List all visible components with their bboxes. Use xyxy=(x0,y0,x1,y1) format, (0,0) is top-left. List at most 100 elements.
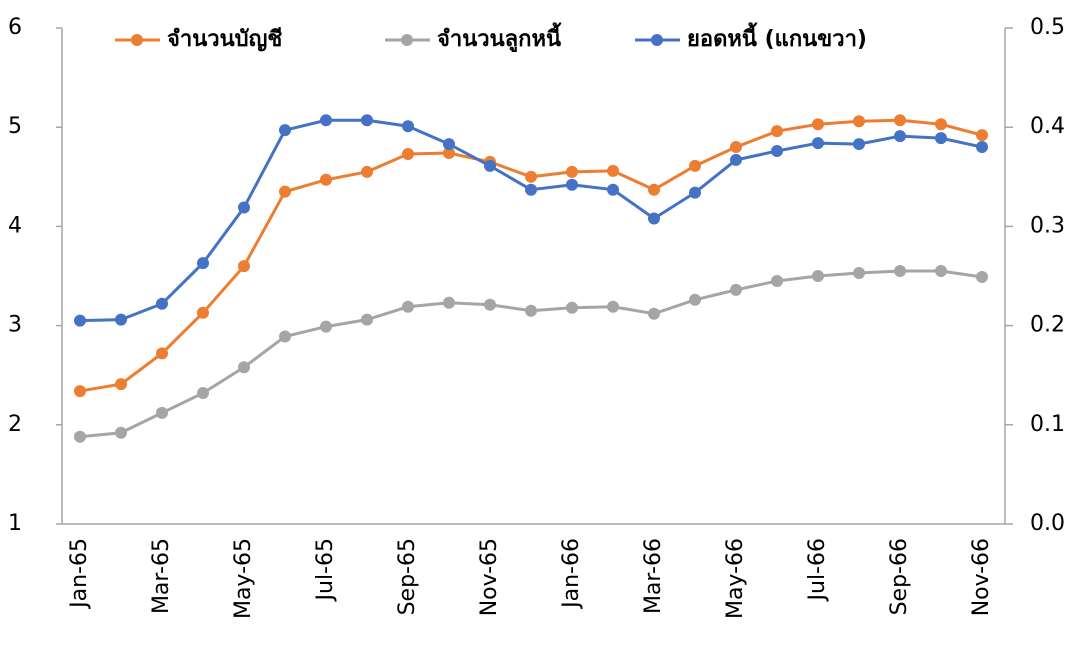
x-tick-label: Sep-65 xyxy=(395,538,420,615)
y-tick-label: 5 xyxy=(8,114,22,139)
y2-tick-label: 0.2 xyxy=(1030,313,1065,338)
x-tick-label: Mar-65 xyxy=(149,538,174,614)
point xyxy=(238,201,250,214)
point xyxy=(607,183,619,196)
point xyxy=(361,165,373,178)
series-line xyxy=(79,118,983,323)
point xyxy=(279,330,291,343)
point xyxy=(935,265,947,278)
point xyxy=(156,406,168,419)
legend-label: จำนวนบัญชี xyxy=(167,27,282,52)
point xyxy=(74,314,86,327)
point xyxy=(894,265,906,278)
point xyxy=(812,137,824,150)
point xyxy=(525,170,537,183)
x-tick-label: Nov-65 xyxy=(477,538,502,616)
point xyxy=(156,297,168,310)
y2-tick-label: 0.4 xyxy=(1030,114,1065,139)
point xyxy=(484,298,496,311)
point xyxy=(279,185,291,198)
point xyxy=(484,159,496,172)
point xyxy=(771,274,783,287)
point xyxy=(730,141,742,154)
point xyxy=(607,300,619,313)
x-tick-label: Jul-65 xyxy=(313,538,338,602)
point xyxy=(320,320,332,333)
point xyxy=(320,114,332,127)
y-tick-label: 1 xyxy=(8,511,22,536)
point xyxy=(976,141,988,154)
point xyxy=(648,307,660,320)
point xyxy=(976,270,988,283)
point xyxy=(935,132,947,145)
point xyxy=(443,296,455,309)
x-tick-label: Jan-65 xyxy=(67,538,92,610)
point xyxy=(771,125,783,138)
legend-marker xyxy=(651,34,663,46)
point xyxy=(402,120,414,133)
series-line xyxy=(79,118,983,393)
y2-tick-label: 0.0 xyxy=(1030,511,1065,536)
point xyxy=(607,164,619,177)
point xyxy=(443,146,455,159)
point xyxy=(197,387,209,400)
point xyxy=(525,183,537,196)
point xyxy=(689,293,701,306)
point xyxy=(853,115,865,128)
y-tick-label: 4 xyxy=(8,213,22,238)
point xyxy=(689,159,701,172)
legend-marker xyxy=(131,34,143,46)
point xyxy=(853,267,865,280)
point xyxy=(689,186,701,199)
point xyxy=(115,313,127,326)
point xyxy=(361,114,373,127)
x-tick-label: Jul-66 xyxy=(805,538,830,602)
point xyxy=(771,145,783,158)
point xyxy=(648,183,660,196)
y-tick-label: 3 xyxy=(8,313,22,338)
x-tick-label: May-66 xyxy=(723,538,748,619)
y-tick-label: 2 xyxy=(8,412,22,437)
point xyxy=(115,378,127,391)
point xyxy=(115,426,127,439)
x-tick-label: Sep-66 xyxy=(887,538,912,615)
y-tick-label: 6 xyxy=(8,15,22,40)
point xyxy=(894,114,906,127)
point xyxy=(238,260,250,273)
y2-tick-label: 0.3 xyxy=(1030,213,1065,238)
point xyxy=(443,138,455,151)
point xyxy=(361,313,373,326)
point xyxy=(279,124,291,137)
y2-tick-label: 0.1 xyxy=(1030,412,1065,437)
point xyxy=(197,306,209,319)
point xyxy=(730,283,742,296)
point xyxy=(812,270,824,282)
point xyxy=(74,385,86,398)
point xyxy=(648,212,660,225)
point xyxy=(525,304,537,317)
legend-marker xyxy=(401,34,413,46)
legend-label: จำนวนลูกหนี้ xyxy=(437,22,562,53)
x-tick-label: Nov-66 xyxy=(969,538,994,616)
point xyxy=(812,118,824,131)
point xyxy=(566,178,578,191)
point xyxy=(74,430,86,443)
point xyxy=(320,173,332,186)
point xyxy=(197,257,209,270)
series-line xyxy=(79,269,983,439)
legend-label: ยอดหนี้ (แกนขวา) xyxy=(687,22,867,52)
x-tick-label: Mar-66 xyxy=(641,538,666,614)
y2-tick-label: 0.5 xyxy=(1030,15,1065,40)
point xyxy=(976,129,988,142)
point xyxy=(402,147,414,160)
point xyxy=(156,347,168,360)
point xyxy=(402,300,414,313)
x-tick-label: May-65 xyxy=(231,538,256,619)
point xyxy=(853,138,865,151)
x-tick-label: Jan-66 xyxy=(559,538,584,610)
point xyxy=(935,118,947,131)
point xyxy=(730,153,742,166)
point xyxy=(566,301,578,314)
point xyxy=(566,165,578,178)
